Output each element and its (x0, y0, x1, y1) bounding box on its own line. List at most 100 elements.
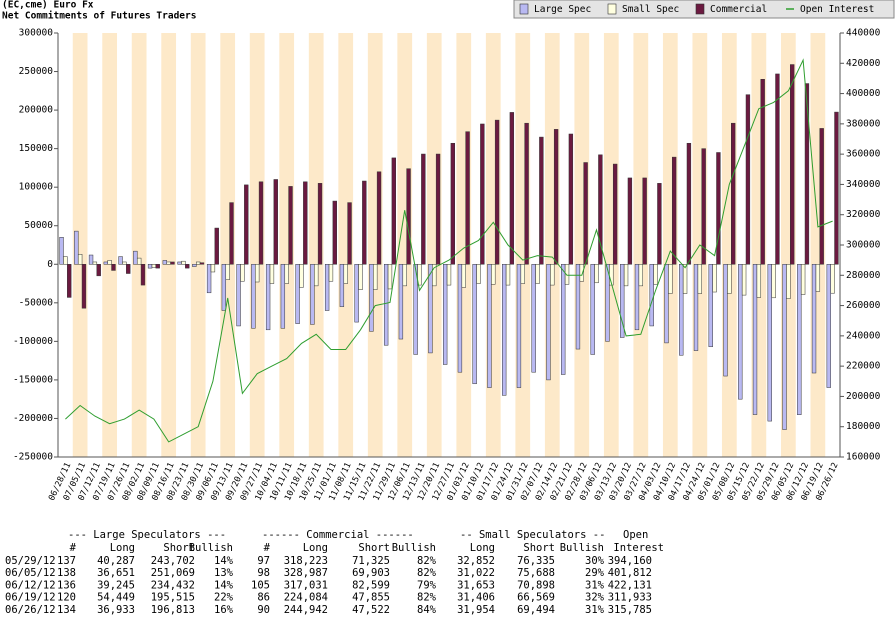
bar (214, 227, 219, 265)
table-column-header: Long (303, 542, 328, 554)
bar (594, 264, 599, 284)
bar (402, 264, 407, 287)
week-bands (72, 33, 826, 457)
bar (295, 264, 300, 324)
bar (273, 179, 278, 265)
table-cell: 54,449 (97, 592, 135, 604)
y2-tick-label: 440000 (846, 28, 881, 39)
bar (760, 79, 765, 265)
bar (358, 264, 363, 290)
bar (136, 257, 142, 265)
table-column-header: Long (110, 542, 135, 554)
table-cell: 195,515 (151, 592, 195, 604)
bar (229, 202, 234, 265)
bar (446, 264, 452, 286)
bar (421, 153, 426, 265)
table-date: 06/19/12 (5, 592, 56, 604)
y-tick-label: -100000 (13, 336, 53, 347)
table-cell: 69,494 (517, 604, 555, 616)
table-column-header: Short (523, 542, 555, 554)
y-tick-label: 0 (47, 259, 53, 270)
bar (225, 264, 230, 280)
bar (712, 264, 717, 293)
week-band (131, 33, 147, 457)
table-cell: 47,522 (352, 604, 390, 616)
week-band (249, 33, 265, 457)
table-cell: 47,855 (352, 592, 390, 604)
table-date: 06/05/12 (5, 567, 56, 579)
y2-tick-label: 180000 (846, 421, 881, 432)
bar (196, 261, 201, 265)
bar (387, 264, 393, 290)
bar (465, 131, 470, 265)
y2-tick-label: 280000 (846, 270, 881, 281)
bar (236, 264, 241, 327)
legend-label: Large Spec (534, 4, 591, 15)
week-band (574, 33, 590, 457)
y2-tick-label: 400000 (846, 88, 881, 99)
y2-tick-label: 320000 (846, 209, 881, 220)
table-column-header: Short (358, 542, 390, 554)
legend-label: Commercial (710, 4, 767, 15)
bar (166, 261, 171, 265)
table-cell: 311,933 (608, 592, 652, 604)
bar (118, 256, 123, 265)
week-band (338, 33, 354, 457)
bar (494, 119, 500, 265)
bar (653, 264, 658, 285)
y-tick-label: -250000 (13, 452, 53, 463)
y2-tick-label: 160000 (846, 452, 881, 463)
bar (354, 264, 359, 323)
bar (723, 264, 728, 377)
bar (649, 264, 654, 327)
bar (269, 264, 275, 284)
y2-tick-label: 420000 (846, 58, 881, 69)
bar (520, 264, 525, 284)
table-cell: 31,653 (457, 579, 495, 591)
bar (457, 264, 463, 373)
y2-tick-label: 360000 (846, 149, 881, 160)
bar (487, 264, 492, 388)
y2-tick-label: 300000 (846, 240, 881, 251)
bar (258, 181, 264, 265)
table-cell: 32,852 (457, 555, 495, 567)
table-cell: 244,942 (284, 604, 328, 616)
bar (575, 264, 581, 350)
bar (328, 264, 334, 282)
y-tick-label: 200000 (19, 105, 54, 116)
table-cell: 137 (57, 555, 76, 567)
bar (679, 264, 684, 356)
table-cell: 14% (214, 555, 234, 567)
y2-tick-label: 220000 (846, 361, 881, 372)
table-cell: 394,160 (608, 555, 652, 567)
bar (111, 264, 116, 271)
chart-subtitle: Net Commitments of Futures Traders (2, 11, 196, 22)
bar (564, 264, 570, 285)
table-cell: 82,599 (352, 579, 390, 591)
table-cell: 76,335 (517, 555, 555, 567)
legend-swatch (607, 3, 617, 15)
bar (413, 264, 418, 355)
y2-tick-label: 260000 (846, 300, 881, 311)
table-cell: 30% (585, 555, 605, 567)
y2-tick-label: 200000 (846, 391, 881, 402)
bar (347, 202, 352, 265)
week-band (633, 33, 649, 457)
open-interest-line (65, 58, 833, 443)
bar (303, 181, 308, 265)
bar (509, 112, 515, 265)
table-cell: 97 (257, 555, 270, 567)
bar (568, 133, 574, 265)
table-column-header: Long (470, 542, 495, 554)
table-cell: 422,131 (608, 579, 652, 591)
bar (376, 171, 382, 265)
bar (181, 260, 186, 265)
bar (151, 264, 157, 268)
bar (133, 250, 138, 265)
table-cell: 71,325 (352, 555, 390, 567)
table-cell: 31,954 (457, 604, 495, 616)
bar (819, 128, 824, 265)
table-cell: 14% (214, 579, 234, 591)
table-cell: 32% (585, 592, 605, 604)
table-cell: 90 (257, 604, 270, 616)
